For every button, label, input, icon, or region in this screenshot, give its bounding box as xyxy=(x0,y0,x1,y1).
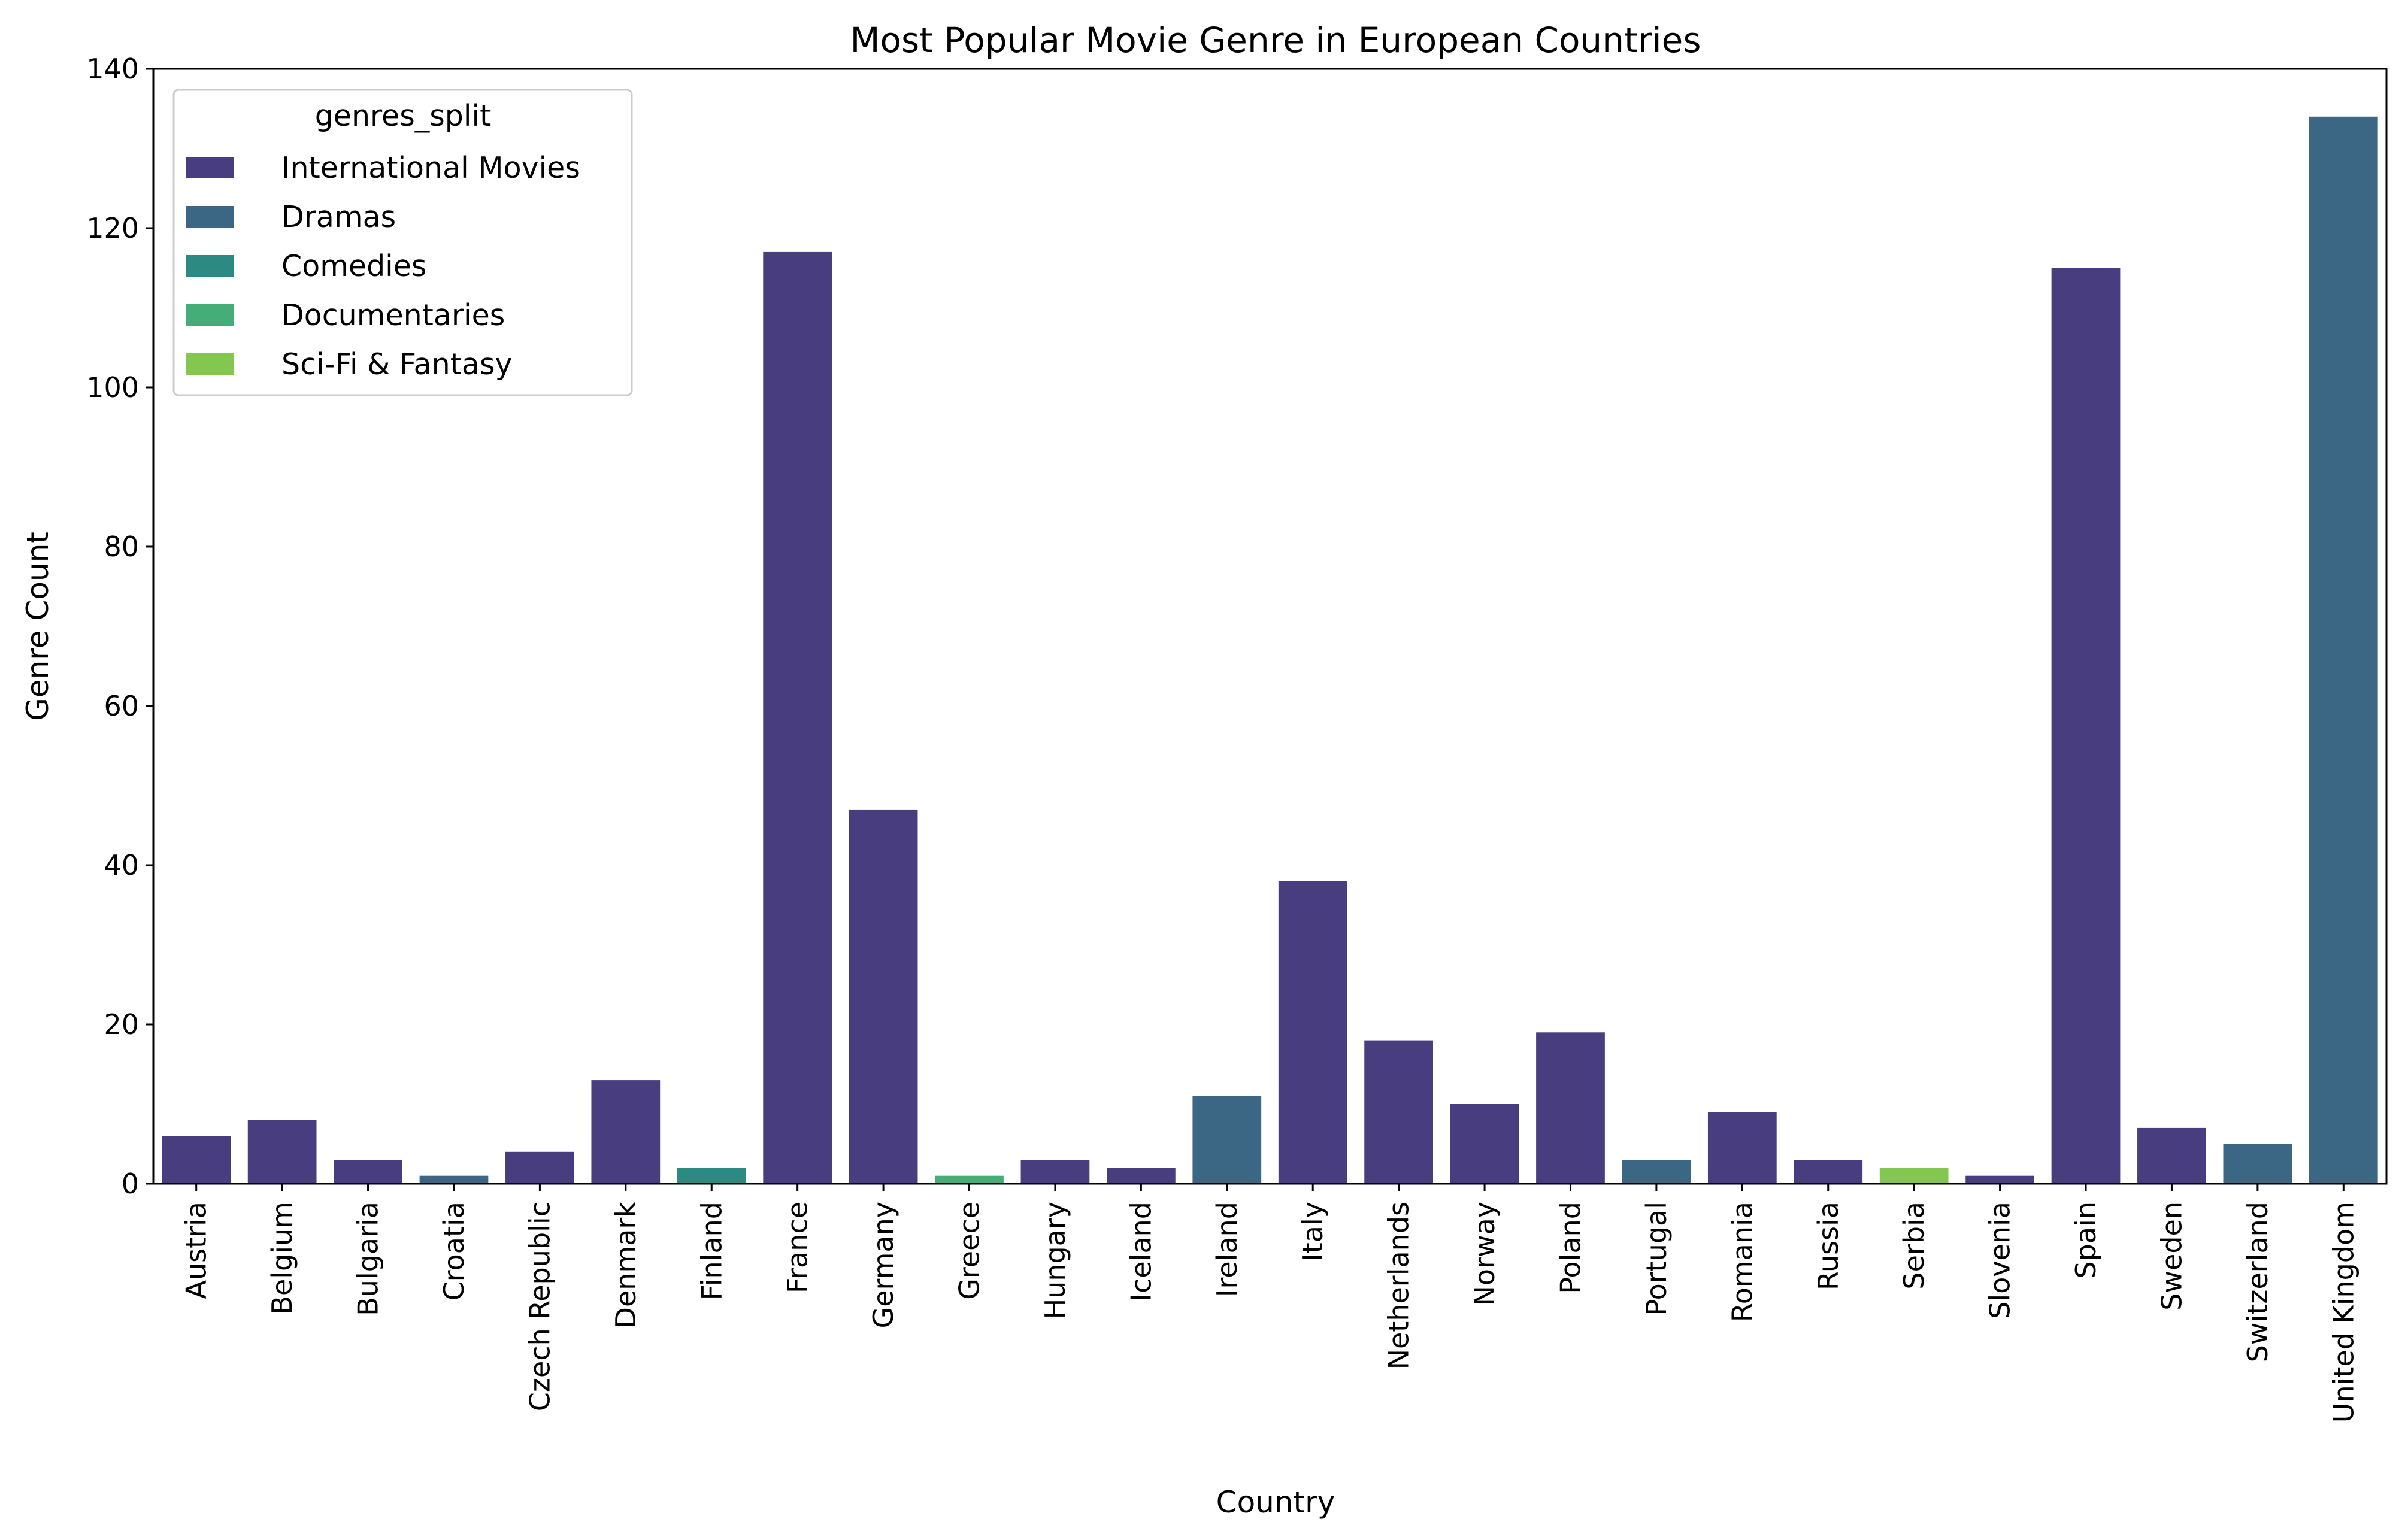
x-tick-label: Sweden xyxy=(2155,1202,2188,1311)
plot-frame xyxy=(152,68,2388,1185)
bar-bulgaria xyxy=(334,1160,402,1184)
legend-label-documentaries: Documentaries xyxy=(281,298,505,332)
x-tick-label: Greece xyxy=(953,1202,986,1300)
bar-slovenia xyxy=(1965,1175,2034,1184)
y-axis-ticks: 0 20 40 60 80 100 120 140 xyxy=(86,53,153,1200)
bar-germany xyxy=(849,809,918,1184)
bar-czech-republic xyxy=(505,1151,574,1184)
x-tick-label: Iceland xyxy=(1125,1202,1157,1301)
bar-austria xyxy=(162,1136,231,1184)
x-tick-label: United Kingdom xyxy=(2327,1202,2359,1423)
legend-items: International Movies Dramas Comedies Docume… xyxy=(186,151,580,381)
x-tick-label: Serbia xyxy=(1898,1202,1930,1290)
legend-label-comedies: Comedies xyxy=(281,249,426,283)
bar-norway xyxy=(1450,1104,1519,1184)
legend-swatch-international-movies xyxy=(186,157,234,178)
legend-title: genres_split xyxy=(315,99,492,133)
bar-united-kingdom xyxy=(2309,116,2378,1184)
bar-netherlands xyxy=(1364,1040,1434,1184)
bar-serbia xyxy=(1879,1168,1949,1184)
chart-title: Most Popular Movie Genre in European Cou… xyxy=(850,20,1701,60)
bar-sweden xyxy=(2137,1127,2206,1184)
x-tick-label: Croatia xyxy=(438,1202,470,1300)
y-tick-label: 120 xyxy=(86,212,139,244)
bar-italy xyxy=(1278,881,1347,1184)
bar-denmark xyxy=(591,1080,661,1184)
x-tick-label: Bulgaria xyxy=(352,1202,384,1316)
x-tick-label: Poland xyxy=(1554,1202,1586,1294)
bar-croatia xyxy=(419,1175,489,1184)
bar-greece xyxy=(935,1175,1004,1184)
x-tick-label: Italy xyxy=(1297,1202,1329,1262)
legend-swatch-sci-fi-fantasy xyxy=(186,353,234,375)
y-tick-label: 140 xyxy=(86,53,139,85)
x-tick-label: Switzerland xyxy=(2242,1202,2274,1362)
legend: genres_split International Movies Dramas C… xyxy=(172,89,633,396)
bar-belgium xyxy=(247,1120,317,1184)
legend-label-dramas: Dramas xyxy=(281,200,396,234)
x-tick-label: Romania xyxy=(1726,1202,1758,1322)
y-tick-label: 60 xyxy=(104,690,139,722)
x-tick-label: Slovenia xyxy=(1984,1202,2016,1319)
x-axis-label: Country xyxy=(1216,1485,1335,1520)
x-tick-label: Spain xyxy=(2070,1202,2102,1279)
x-tick-label: Portugal xyxy=(1640,1202,1673,1316)
bar-hungary xyxy=(1020,1160,1090,1184)
x-tick-label: Hungary xyxy=(1039,1202,1071,1319)
y-tick-label: 80 xyxy=(104,530,139,563)
x-tick-label: Denmark xyxy=(610,1202,642,1329)
legend-frame xyxy=(172,89,633,396)
x-axis-ticks: Austria Belgium Bulgaria Croatia Czech Repub… xyxy=(180,1184,2359,1423)
y-tick-label: 0 xyxy=(122,1168,139,1200)
x-tick-label: Finland xyxy=(695,1202,728,1300)
bar-russia xyxy=(1794,1160,1863,1184)
legend-swatch-dramas xyxy=(186,206,234,228)
bar-france xyxy=(763,251,832,1184)
bar-ireland xyxy=(1192,1096,1262,1184)
y-tick-label: 40 xyxy=(104,849,139,881)
bars-group xyxy=(162,116,2378,1184)
x-tick-label: Czech Republic xyxy=(523,1202,556,1411)
bar-iceland xyxy=(1106,1168,1176,1184)
bar-romania xyxy=(1707,1112,1777,1184)
legend-swatch-comedies xyxy=(186,255,234,277)
x-tick-label: Netherlands xyxy=(1383,1202,1415,1369)
x-tick-label: Belgium xyxy=(266,1202,298,1315)
x-tick-label: Russia xyxy=(1812,1202,1844,1290)
y-tick-label: 20 xyxy=(104,1008,139,1041)
bar-finland xyxy=(677,1168,746,1184)
bar-portugal xyxy=(1622,1160,1691,1184)
x-tick-label: Austria xyxy=(180,1202,213,1299)
legend-swatch-documentaries xyxy=(186,304,234,326)
legend-label-sci-fi-fantasy: Sci-Fi & Fantasy xyxy=(281,347,512,381)
x-tick-label: France xyxy=(782,1202,814,1293)
x-tick-label: Ireland xyxy=(1211,1202,1243,1297)
y-tick-label: 100 xyxy=(86,371,139,404)
x-tick-label: Germany xyxy=(867,1202,899,1328)
bar-poland xyxy=(1536,1032,1605,1184)
legend-label-international-movies: International Movies xyxy=(281,151,580,185)
y-axis-label: Genre Count xyxy=(20,532,55,721)
bar-spain xyxy=(2051,268,2121,1184)
bar-switzerland xyxy=(2223,1144,2292,1184)
x-tick-label: Norway xyxy=(1468,1202,1501,1306)
